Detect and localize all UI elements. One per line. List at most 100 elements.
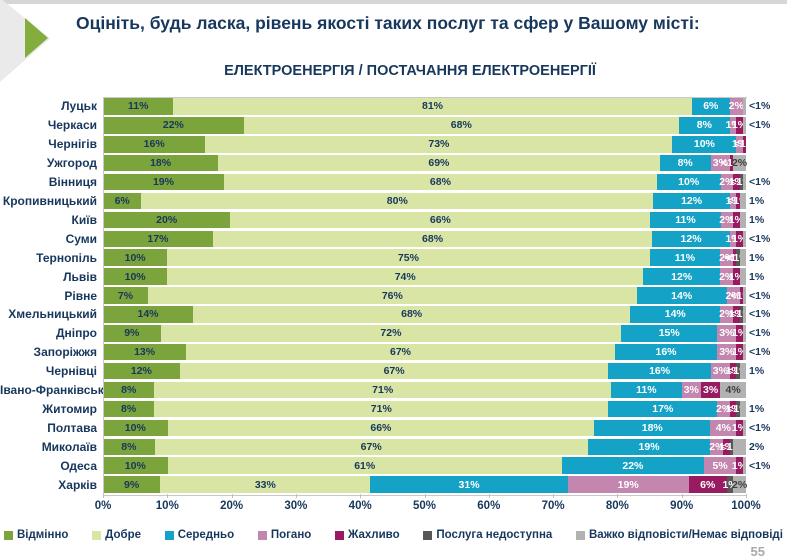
bar-segment-seredno: 12% (643, 268, 721, 285)
segment-value-label: 14% (671, 289, 693, 302)
bar-segment-zhakhlyvo: <1% (734, 136, 755, 153)
bar-segment-zhakhlyvo: <1% (730, 287, 752, 304)
bar-segment-dobre: 71% (154, 400, 609, 418)
segment-value-label: 75% (397, 251, 419, 264)
legend-label: Важко відповісти/Немає відповіді (589, 529, 783, 541)
bar-segment-vidminno: 10% (103, 268, 168, 285)
bar-segment-dobre: 33% (160, 476, 371, 493)
bar-segment-vidminno: 7% (103, 287, 148, 304)
bar-segment-zhakhlyvo: <1% (724, 249, 745, 266)
bar-segment-pohano: 3% (681, 381, 701, 399)
stacked-bar: 10% 61% 22% 5% 1% <1% (103, 457, 770, 474)
segment-value-label: 7% (117, 289, 134, 302)
city-label: Харків (58, 477, 97, 492)
x-axis-tick (617, 494, 619, 498)
bar-segment-nedostupna: <1% (727, 362, 749, 380)
bar-segment-vazhko (739, 268, 746, 285)
legend-swatch-icon (4, 530, 13, 540)
chart-row: Київ 20% 66% 11% 2% 1% 1% (0, 210, 787, 229)
segment-value-label: 12% (680, 232, 702, 245)
segment-value-label: 19% (152, 175, 174, 188)
bar-segment-pohano: 1% (732, 136, 747, 153)
stacked-bar-chart: Луцьк 11% 81% 6% 2% <1% Черкаси 22% 68% 8% 1% 1% <1%… (0, 97, 787, 512)
bar-segment-vazhko (739, 211, 746, 229)
bar-segment-seredno: 16% (608, 362, 711, 380)
outside-value-label: <1% (749, 308, 771, 321)
segment-value-label: 16% (143, 138, 165, 151)
segment-value-label: 74% (394, 270, 416, 283)
chart-row: Тернопіль 10% 75% 11% 2% <1% <1% 1% (0, 248, 787, 267)
bar-segment-zhakhlyvo: <1% (727, 192, 749, 210)
bar-segment-dobre: 67% (154, 438, 588, 456)
x-axis-tick (360, 494, 362, 498)
outside-value-label: 1% (749, 251, 765, 264)
segment-value-label: 4% (725, 383, 741, 396)
city-label: Дніпро (55, 326, 97, 341)
segment-value-label: 10% (678, 175, 700, 188)
segment-value-label: 61% (354, 459, 376, 472)
bar-segment-zhakhlyvo: 1% (719, 438, 734, 456)
bar-segment-seredno: 16% (614, 343, 718, 361)
x-axis-tick (681, 494, 683, 498)
bar-segment-vidminno: 8% (103, 400, 155, 418)
segment-value-label: 9% (124, 478, 140, 491)
stacked-bar: 6% 80% 12% 1% <1% 1% (103, 192, 764, 210)
bar-segment-dobre: 68% (193, 306, 631, 323)
bar-segment-zhakhlyvo: 1% (732, 230, 747, 248)
x-axis-label: 60% (477, 500, 501, 512)
bar-segment-dobre: 61% (167, 457, 562, 474)
segment-value-label: 22% (622, 459, 644, 472)
segment-value-label: 1% (725, 364, 741, 377)
legend-label: Середньо (177, 529, 235, 541)
x-axis-label: 100% (731, 500, 761, 512)
segment-value-label: 10% (124, 251, 146, 264)
top-border-strip (0, 0, 787, 4)
legend-swatch-icon (334, 530, 344, 540)
chart-row: Дніпро 9% 72% 15% 3% 1% <1% (0, 324, 787, 343)
stacked-bar: 10% 74% 12% 2% 1% 1% (103, 268, 764, 285)
bar-segment-dobre: 67% (186, 343, 615, 361)
segment-value-label: 1% (725, 402, 741, 415)
bar-segment-vidminno: 8% (103, 381, 155, 399)
segment-value-label: 3% (712, 156, 728, 169)
bar-segment-nedostupna: 1% (722, 476, 738, 493)
city-label: Чернігів (48, 137, 97, 152)
legend-label: Добре (105, 529, 141, 541)
segment-value-label: 3% (683, 383, 699, 396)
x-axis-label: 30% (284, 500, 308, 512)
city-label: Івано-Франківськ (0, 383, 104, 398)
segment-value-label: 22% (162, 119, 184, 132)
segment-value-label: 71% (370, 402, 392, 415)
bar-segment-vazhko (742, 343, 746, 361)
segment-value-label: 17% (652, 402, 674, 415)
segment-value-label: 76% (381, 289, 403, 302)
bar-segment-vidminno: 6% (103, 192, 142, 210)
segment-value-label: 5% (712, 459, 728, 472)
segment-value-label: 66% (429, 213, 451, 226)
bar-segment-pohano: 2% (709, 438, 724, 456)
chart-row: Миколаїв 8% 67% 19% 2% 1% <1% 2% (0, 437, 787, 456)
bar-segment-dobre: 72% (160, 325, 622, 342)
segment-value-label: 2% (719, 175, 735, 188)
legend-item-vazhko: Важко відповісти/Немає відповіді (576, 529, 783, 541)
stacked-bar: 20% 66% 11% 2% 1% 1% (103, 211, 764, 229)
outside-value-label: <1% (749, 459, 771, 472)
bar-segment-dobre: 69% (218, 154, 660, 172)
segment-value-label: 13% (134, 345, 156, 358)
bar-segment-zhakhlyvo: 1% (729, 268, 744, 285)
legend-label: Послуга недоступна (436, 529, 553, 541)
bar-segment-pohano: 3% (710, 154, 730, 172)
segment-value-label: 11% (675, 213, 696, 226)
x-axis-label: 90% (670, 500, 694, 512)
stacked-bar: 7% 76% 14% 2% <1% <1% (103, 287, 770, 304)
chart-row: Луцьк 11% 81% 6% 2% <1% (0, 97, 787, 116)
stacked-bar: 9% 72% 15% 3% 1% <1% (103, 325, 770, 342)
city-label: Черкаси (47, 118, 97, 133)
bar-segment-vazhko (742, 230, 746, 248)
bar-segment-vidminno: 11% (103, 98, 174, 115)
chart-row: Львів 10% 74% 12% 2% 1% 1% (0, 267, 787, 286)
segment-value-label: 1% (725, 119, 741, 132)
bar-segment-zhakhlyvo: 6% (688, 476, 727, 493)
bar-segment-zhakhlyvo: <1% (721, 154, 742, 172)
stacked-bar: 14% 68% 14% 2% 1% <1% <1% (103, 306, 770, 323)
